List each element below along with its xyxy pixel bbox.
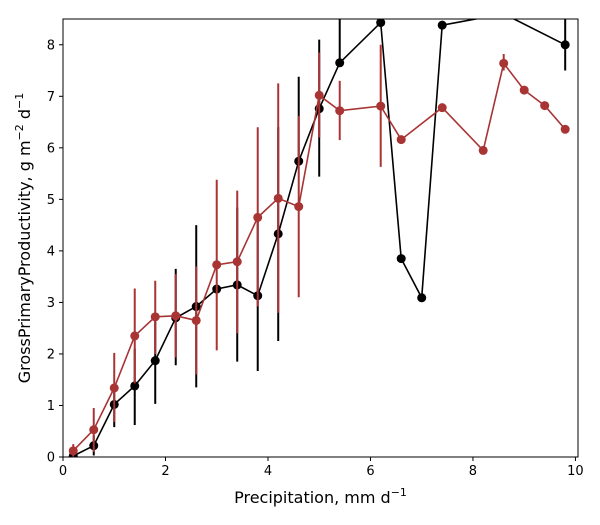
data-point [335, 58, 345, 68]
y-axis-label: GrossPrimaryProductivity, g m−2 d−1 [13, 93, 34, 383]
data-point [376, 19, 386, 28]
data-point [560, 40, 570, 50]
data-point [314, 90, 324, 100]
data-point [294, 202, 304, 212]
data-point [499, 9, 508, 18]
data-point [540, 101, 550, 111]
x-tick-label: 6 [366, 464, 374, 479]
data-point [109, 383, 119, 393]
data-point [335, 106, 345, 116]
x-axis-label-text: Precipitation, mm d [234, 488, 391, 507]
data-point [68, 446, 78, 456]
data-point [396, 135, 406, 145]
x-axis-label: Precipitation, mm d−1 [234, 486, 407, 507]
data-point [130, 381, 140, 391]
y-tick-label: 6 [47, 141, 55, 156]
x-tick-label: 4 [264, 464, 272, 479]
y-axis-label-text-1: GrossPrimaryProductivity, g m [15, 140, 34, 383]
data-point [417, 293, 427, 303]
y-axis-ticks: 0 1 2 3 4 5 6 7 8 [47, 38, 63, 466]
series-line [72, 19, 566, 457]
data-point [376, 101, 386, 111]
x-axis-label-superscript: −1 [391, 486, 407, 499]
data-point [253, 212, 263, 222]
data-point [212, 260, 222, 270]
data-point [150, 356, 160, 366]
y-tick-label: 4 [47, 244, 55, 259]
y-axis-label-superscript-2: −1 [13, 93, 26, 109]
data-point [396, 254, 406, 264]
x-tick-label: 0 [59, 464, 67, 479]
y-tick-label: 0 [47, 451, 55, 466]
series-line [72, 61, 566, 452]
y-tick-label: 7 [47, 90, 55, 105]
y-axis-label-text-2: d [15, 109, 34, 124]
data-point [519, 85, 529, 95]
series-1 [68, 44, 570, 457]
x-tick-label: 10 [567, 464, 584, 479]
y-tick-label: 5 [47, 193, 55, 208]
data-point [191, 315, 201, 325]
x-tick-label: 2 [161, 464, 169, 479]
data-point [437, 103, 447, 113]
data-point [478, 145, 488, 155]
data-point [273, 193, 283, 203]
data-point [232, 257, 242, 267]
data-point [171, 311, 181, 321]
y-tick-label: 1 [47, 399, 55, 414]
x-axis-ticks: 0 2 4 6 8 10 [59, 457, 584, 479]
data-point [150, 312, 160, 322]
x-tick-label: 8 [469, 464, 477, 479]
axes-frame [62, 18, 579, 458]
y-tick-label: 3 [47, 296, 55, 311]
plot-area [68, 9, 570, 457]
data-point [499, 58, 509, 68]
y-axis-label-superscript-1: −2 [13, 124, 26, 140]
y-tick-label: 2 [47, 347, 55, 362]
data-point [89, 425, 99, 435]
data-point [437, 20, 447, 30]
y-tick-label: 8 [47, 38, 55, 53]
data-point [560, 124, 570, 134]
data-point [130, 331, 140, 341]
